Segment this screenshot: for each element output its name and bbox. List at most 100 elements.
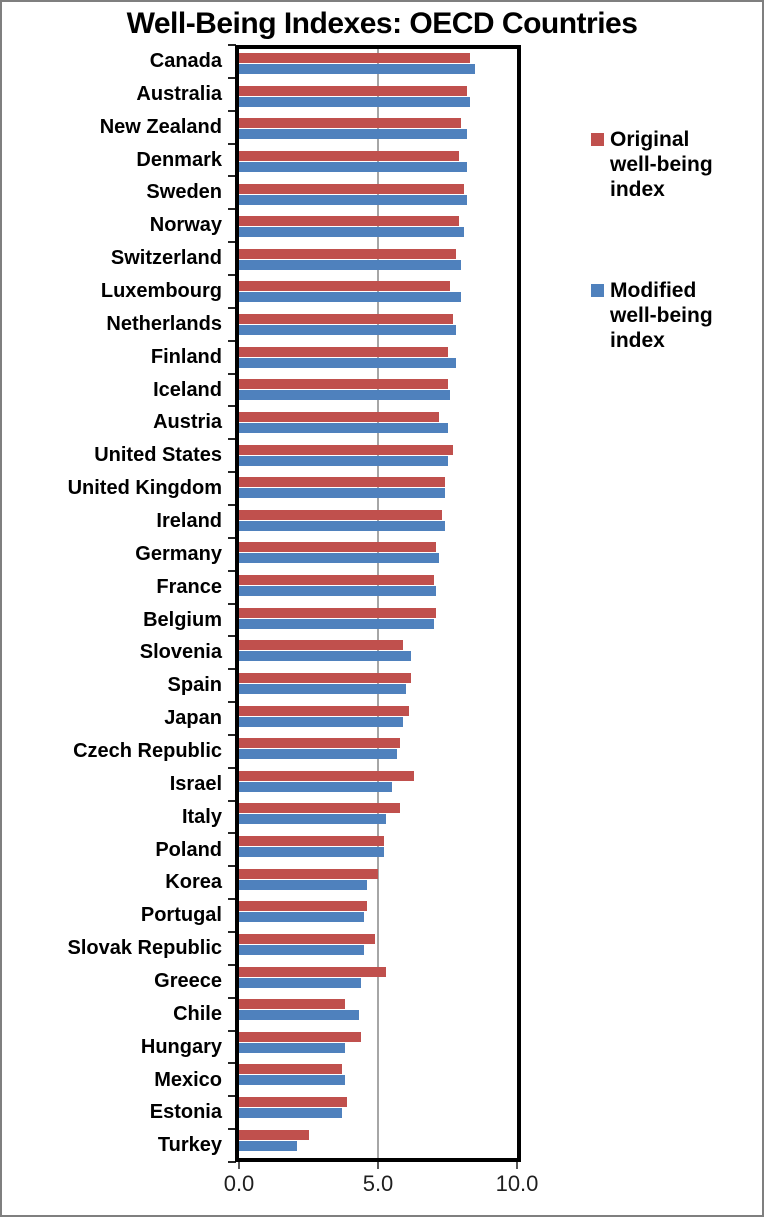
category-label: Poland <box>155 838 222 861</box>
bar-original <box>239 411 440 422</box>
category-label: Portugal <box>140 904 222 927</box>
bar-row <box>239 538 517 571</box>
y-tick <box>228 142 236 145</box>
bar-modified <box>239 520 445 531</box>
bar-modified <box>239 227 465 238</box>
legend: Original well-being index Modified well-… <box>591 127 751 429</box>
bar-row <box>239 1126 517 1159</box>
bar-original <box>239 966 387 977</box>
y-tick <box>228 963 236 966</box>
bar-modified <box>239 96 470 107</box>
bar-original <box>239 444 454 455</box>
bar-row <box>239 1060 517 1093</box>
bar-row <box>239 571 517 604</box>
x-axis-tick-label: 5.0 <box>362 1171 394 1196</box>
y-tick <box>228 306 236 309</box>
bar-row <box>239 506 517 539</box>
bar-original <box>239 314 454 324</box>
category-label: Denmark <box>136 148 222 171</box>
bar-original <box>239 803 401 814</box>
y-tick <box>228 503 236 506</box>
category-label: Chile <box>173 1002 222 1025</box>
bar-row <box>239 375 517 408</box>
x-axis-ticks <box>238 1162 518 1169</box>
category-label: Netherlands <box>106 312 222 335</box>
category-label: Iceland <box>153 378 222 401</box>
y-tick <box>228 931 236 934</box>
bar-modified <box>239 683 406 694</box>
y-tick <box>228 1095 236 1098</box>
bar-modified <box>239 292 462 303</box>
category-label: Belgium <box>143 608 222 631</box>
y-tick <box>228 536 236 539</box>
y-tick <box>228 175 236 178</box>
category-label: Germany <box>135 542 222 565</box>
bar-modified <box>239 977 362 988</box>
bar-modified <box>239 259 462 270</box>
y-tick <box>228 668 236 671</box>
bar-modified <box>239 749 398 760</box>
bar-row <box>239 180 517 213</box>
bar-original <box>239 509 442 520</box>
bar-modified <box>239 586 437 596</box>
bar-original <box>239 1097 348 1107</box>
bar-row <box>239 1028 517 1061</box>
bar-modified <box>239 1010 359 1021</box>
bar-modified <box>239 716 404 727</box>
bar-modified <box>239 1140 298 1151</box>
bar-original <box>239 672 412 683</box>
y-tick <box>228 109 236 112</box>
bar-modified <box>239 651 412 662</box>
category-label: Norway <box>149 214 222 237</box>
bar-modified <box>239 781 392 792</box>
bar-modified <box>239 944 365 955</box>
bar-modified <box>239 325 456 335</box>
y-tick <box>228 766 236 769</box>
category-label: Ireland <box>156 509 222 532</box>
y-tick <box>228 996 236 999</box>
bar-original <box>239 1031 362 1042</box>
chart-title: Well-Being Indexes: OECD Countries <box>126 7 638 40</box>
category-label: United Kingdom <box>67 477 222 500</box>
category-label: Luxembourg <box>100 279 222 302</box>
bar-original <box>239 85 467 96</box>
category-label: United States <box>94 444 222 467</box>
bar-original <box>239 607 437 618</box>
bar-modified <box>239 553 440 564</box>
bar-original <box>239 1129 309 1140</box>
bar-modified <box>239 1042 345 1053</box>
bar-modified <box>239 912 365 923</box>
x-axis-tick-label: 10.0 <box>495 1171 539 1196</box>
category-label: Greece <box>154 969 222 992</box>
bar-modified <box>239 64 476 74</box>
bar-row <box>239 995 517 1028</box>
bar-original <box>239 248 456 259</box>
bar-row <box>239 930 517 963</box>
category-axis-labels: Canada Australia New Zealand Denmark Sweden N… <box>0 45 223 1162</box>
bar-row <box>239 473 517 506</box>
bar-row <box>239 636 517 669</box>
bar-modified <box>239 488 445 499</box>
category-label: Estonia <box>149 1101 222 1124</box>
bar-row <box>239 1093 517 1126</box>
bar-row <box>239 147 517 180</box>
y-tick <box>228 273 236 276</box>
bar-row <box>239 669 517 702</box>
bar-modified <box>239 1108 342 1118</box>
category-label: Israel <box>169 772 222 795</box>
y-tick <box>228 339 236 342</box>
category-label: Sweden <box>146 181 222 204</box>
bar-modified <box>239 814 387 825</box>
bar-modified <box>239 847 384 857</box>
category-label: Slovak Republic <box>67 937 223 960</box>
bar-modified <box>239 194 467 205</box>
y-tick <box>228 635 236 638</box>
bar-modified <box>239 357 456 368</box>
bar-row <box>239 408 517 441</box>
bar-row <box>239 963 517 996</box>
bar-row <box>239 702 517 735</box>
legend-item-modified: Modified well-being index <box>591 278 751 353</box>
bar-row <box>239 734 517 767</box>
bar-row <box>239 212 517 245</box>
y-tick <box>228 1029 236 1032</box>
